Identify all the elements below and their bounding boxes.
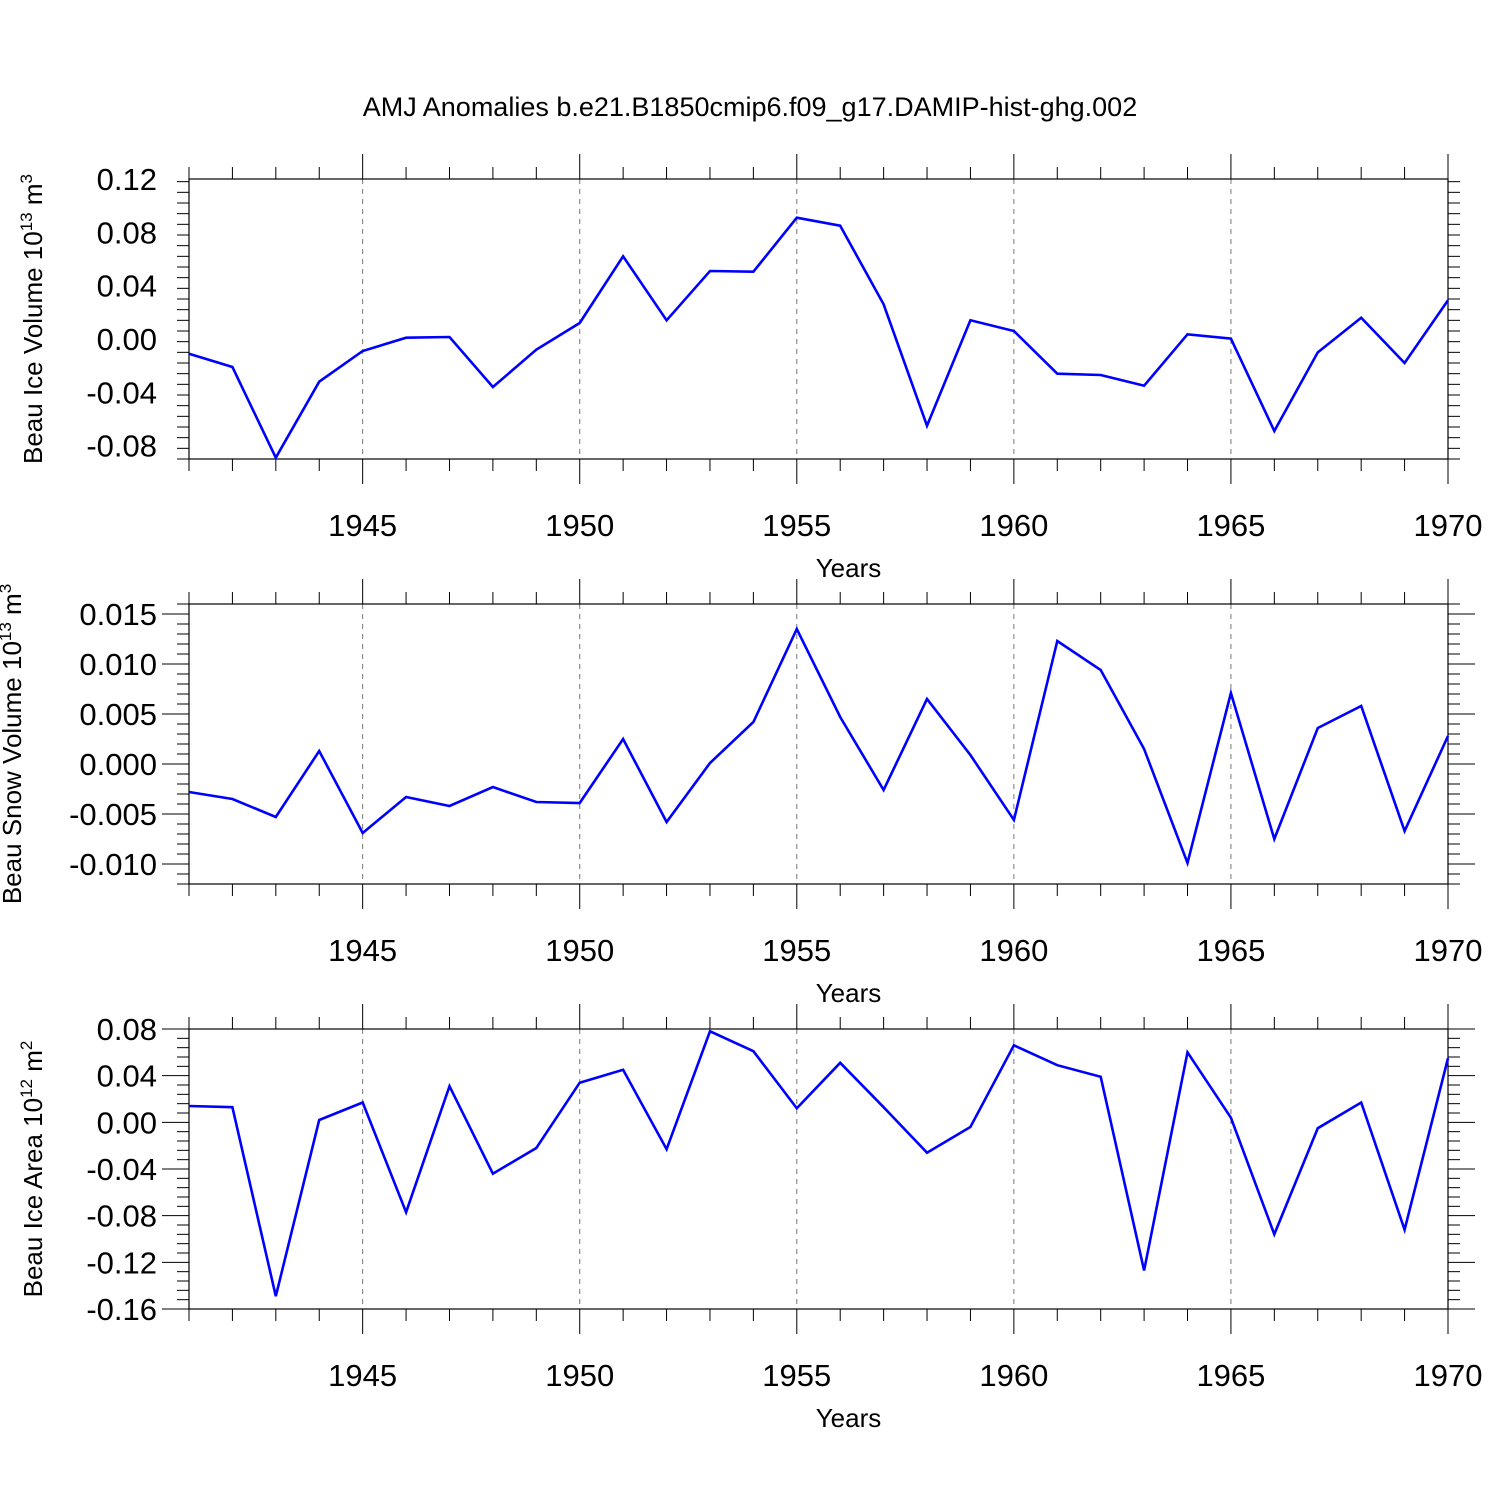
y-tick-label: -0.16 — [86, 1292, 157, 1327]
x-tick-label: 1960 — [979, 1358, 1048, 1393]
x-tick-label: 1965 — [1196, 508, 1265, 543]
y-tick-label: 0.000 — [79, 747, 157, 782]
x-tick-label: 1950 — [545, 508, 614, 543]
plot-frame — [188, 1028, 1449, 1310]
y-tick-label: -0.12 — [86, 1245, 157, 1280]
x-axis-label: Years — [816, 978, 882, 1008]
y-tick-label: -0.010 — [69, 847, 157, 882]
y-tick-label: -0.04 — [86, 1152, 157, 1187]
x-tick-label: 1945 — [328, 933, 397, 968]
x-tick-label: 1970 — [1414, 508, 1483, 543]
y-tick-label: 0.12 — [97, 162, 157, 197]
y-axis-label: Beau Ice Volume 1013 m3 — [17, 174, 48, 464]
plot-frame — [188, 603, 1449, 885]
x-tick-label: 1950 — [545, 933, 614, 968]
y-tick-label: -0.08 — [86, 1199, 157, 1234]
chart-panel-1: -0.08 -0.04 0.00 0.04 0.08 0.12 1945 1950 1955 19… — [17, 154, 1482, 583]
y-tick-label: 0.015 — [79, 597, 157, 632]
x-tick-label: 1960 — [979, 933, 1048, 968]
y-tick-label: 0.04 — [97, 269, 157, 304]
y-axis-label: Beau Ice Area 1012 m2 — [17, 1041, 48, 1298]
x-tick-label: 1950 — [545, 1358, 614, 1393]
y-tick-label: -0.04 — [86, 375, 157, 410]
y-tick-label: 0.08 — [97, 215, 157, 250]
x-tick-label: 1965 — [1196, 1358, 1265, 1393]
x-tick-label: 1965 — [1196, 933, 1265, 968]
y-tick-label: -0.005 — [69, 797, 157, 832]
series-line — [188, 625, 1450, 868]
chart-panel-2: -0.010 -0.005 0.000 0.005 0.010 0.015 1945 1950… — [0, 579, 1482, 1008]
figure-title: AMJ Anomalies b.e21.B1850cmip6.f09_g17.D… — [363, 92, 1137, 122]
y-tick-label: 0.005 — [79, 697, 157, 732]
x-tick-label: 1970 — [1414, 933, 1483, 968]
x-tick-label: 1955 — [762, 933, 831, 968]
x-axis-label: Years — [816, 1403, 882, 1433]
y-tick-label: -0.08 — [86, 429, 157, 464]
y-tick-label: 0.04 — [97, 1059, 157, 1094]
chart-panel-3: -0.16 -0.12 -0.08 -0.04 0.00 0.04 0.08 1945 1950… — [17, 1004, 1482, 1433]
y-tick-label: 0.00 — [97, 322, 157, 357]
x-axis-label: Years — [816, 553, 882, 583]
y-tick-label: 0.010 — [79, 647, 157, 682]
x-tick-label: 1955 — [762, 1358, 831, 1393]
y-axis-label: Beau Snow Volume 1013 m3 — [0, 584, 27, 904]
x-tick-label: 1945 — [328, 1358, 397, 1393]
y-tick-label: 0.08 — [97, 1012, 157, 1047]
x-tick-label: 1960 — [979, 508, 1048, 543]
series-line — [188, 216, 1450, 461]
y-tick-label: 0.00 — [97, 1105, 157, 1140]
x-tick-label: 1945 — [328, 508, 397, 543]
series-line — [188, 1029, 1450, 1297]
plot-frame — [188, 178, 1449, 460]
x-tick-label: 1955 — [762, 508, 831, 543]
x-tick-label: 1970 — [1414, 1358, 1483, 1393]
